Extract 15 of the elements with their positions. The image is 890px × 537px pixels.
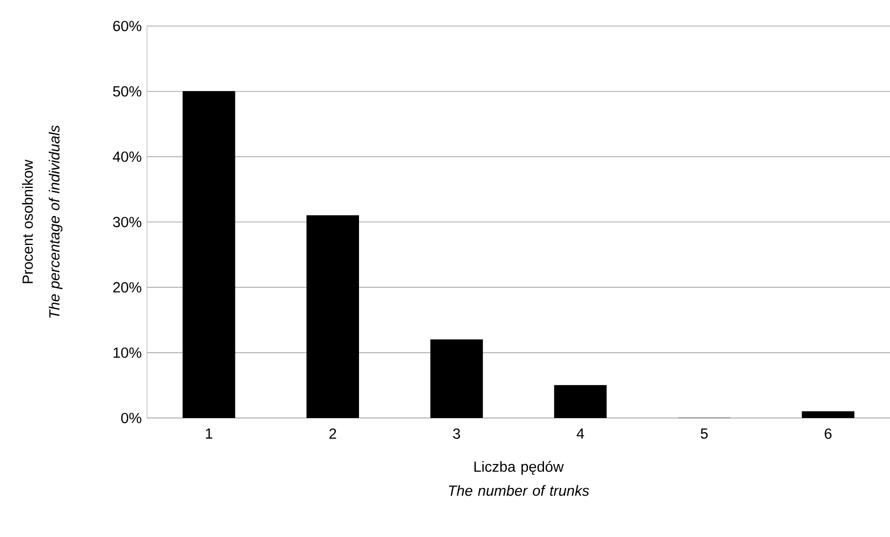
x-tick-label: 1 bbox=[206, 428, 212, 439]
x-axis-title: Liczba pędów The number of trunks bbox=[448, 460, 590, 496]
x-tick-label: 3 bbox=[453, 428, 460, 439]
y-tick-label: 10% bbox=[114, 347, 142, 358]
y-tick-label: 20% bbox=[113, 282, 142, 293]
y-tick-label: 30% bbox=[113, 216, 142, 228]
x-tick-label: 4 bbox=[576, 428, 584, 439]
y-tick-label: 0% bbox=[121, 412, 142, 424]
x-tick-label: 2 bbox=[329, 428, 336, 439]
x-tick-label: 5 bbox=[700, 428, 708, 439]
x-tick-label: 6 bbox=[824, 428, 832, 439]
y-tick-label: 40% bbox=[112, 151, 142, 162]
y-tick-label: 60% bbox=[113, 20, 142, 32]
y-tick-label: 50% bbox=[113, 86, 142, 97]
y-axis-title: Procent osobnikow The percentage of individuals bbox=[22, 125, 62, 318]
